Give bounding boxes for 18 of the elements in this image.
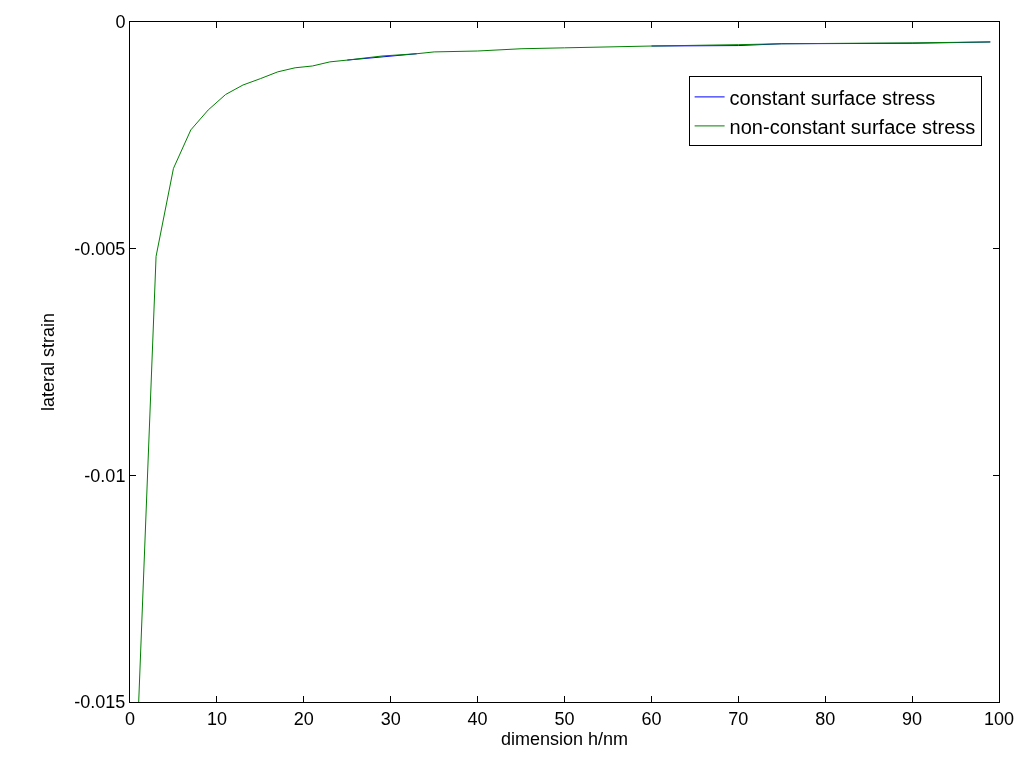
x-tick-label: 90 — [902, 708, 923, 729]
x-tick-label: 20 — [293, 708, 314, 729]
x-tick-label: 10 — [206, 708, 227, 729]
x-tick-label: 70 — [728, 708, 749, 729]
y-tick-label: -0.015 — [74, 692, 126, 713]
y-tick-label: 0 — [115, 12, 126, 33]
x-tick-label: 30 — [380, 708, 401, 729]
x-tick-label: 80 — [815, 708, 836, 729]
x-tick-label: 50 — [554, 708, 575, 729]
legend-label: non-constant surface stress — [729, 115, 976, 138]
x-tick-label: 100 — [983, 708, 1015, 729]
x-tick-label: 40 — [467, 708, 488, 729]
x-axis-title: dimension h/nm — [500, 728, 629, 749]
y-tick-label: -0.01 — [84, 465, 126, 486]
legend-label: constant surface stress — [729, 86, 936, 109]
y-axis-title: lateral strain — [37, 312, 58, 412]
x-tick-label: 60 — [641, 708, 662, 729]
y-tick-label: -0.005 — [74, 238, 126, 259]
